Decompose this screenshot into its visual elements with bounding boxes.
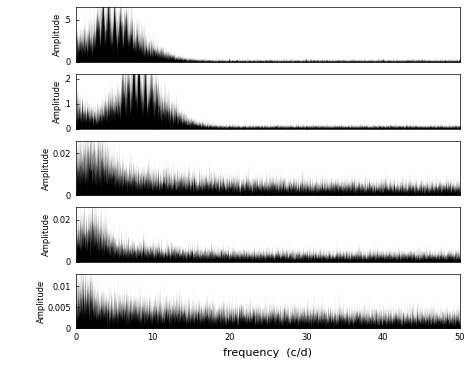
Y-axis label: Amplitude: Amplitude <box>53 13 62 56</box>
Y-axis label: Amplitude: Amplitude <box>42 213 51 256</box>
Y-axis label: Amplitude: Amplitude <box>42 146 51 190</box>
X-axis label: frequency  (c/d): frequency (c/d) <box>223 348 312 358</box>
Y-axis label: Amplitude: Amplitude <box>37 279 46 323</box>
Y-axis label: Amplitude: Amplitude <box>53 80 62 123</box>
